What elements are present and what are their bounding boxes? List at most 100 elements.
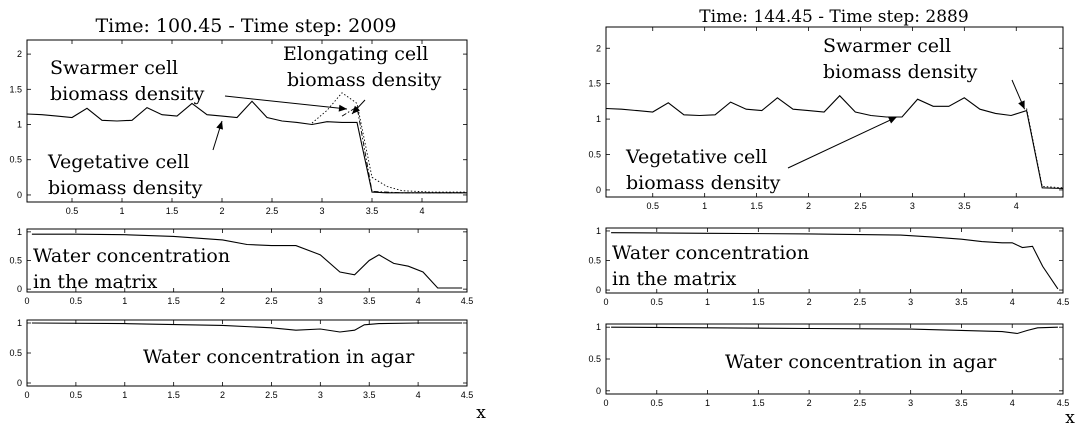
x-tick-label: 2.5	[265, 390, 278, 400]
y-tick-label: 1	[17, 227, 22, 237]
x-tick-label: 2.5	[854, 201, 867, 211]
vegetative-label-line2: biomass density	[48, 177, 203, 199]
x-tick-label: 3.5	[958, 201, 971, 211]
x-tick-label: 1	[119, 206, 124, 216]
y-tick-label: 2	[17, 49, 22, 59]
swarmer-label-line1: Swarmer cell	[50, 57, 178, 79]
y-tick-label: 0	[17, 378, 22, 388]
swarmer-label-line2: biomass density	[50, 83, 205, 105]
x-tick-label: 0	[603, 398, 608, 408]
x-tick-label: 1	[705, 398, 710, 408]
x-tick-label: 0.5	[66, 206, 79, 216]
y-tick-label: 1.5	[9, 84, 22, 94]
y-tick-label: 1	[17, 318, 22, 328]
x-tick-label: 3	[318, 296, 323, 306]
x-tick-label: 4.5	[1057, 297, 1070, 307]
x-tick-label: 3	[908, 398, 913, 408]
swarmer-right-label-line2: biomass density	[823, 61, 978, 83]
x-tick-label: 1	[705, 297, 710, 307]
x-tick-label: 3.5	[363, 390, 376, 400]
x-tick-label: 2.5	[854, 398, 867, 408]
right-x-axis-label: x	[1065, 408, 1075, 426]
x-tick-label: 0	[24, 296, 29, 306]
x-tick-label: 2.5	[854, 297, 867, 307]
x-tick-label: 0.5	[651, 398, 664, 408]
left-x-axis-label: x	[476, 403, 486, 423]
vegetative-right-label-line2: biomass density	[626, 172, 781, 194]
y-tick-label: 0	[17, 284, 22, 294]
x-tick-label: 1.5	[167, 390, 180, 400]
x-tick-label: 3.5	[955, 398, 968, 408]
y-tick-label: 2	[596, 43, 601, 53]
y-tick-label: 0.5	[588, 354, 601, 364]
y-tick-label: 0	[17, 190, 22, 200]
x-tick-label: 1.5	[752, 398, 765, 408]
x-tick-label: 0.5	[70, 390, 83, 400]
x-tick-label: 2	[806, 201, 811, 211]
series-line-solid	[611, 327, 1058, 333]
x-tick-label: 3	[318, 390, 323, 400]
x-tick-label: 4	[416, 296, 421, 306]
swarmer-arrow	[225, 96, 347, 109]
vegetative-right-label-line1: Vegetative cell	[625, 146, 767, 168]
x-tick-label: 0.5	[70, 296, 83, 306]
swarmer-right-label-line1: Swarmer cell	[823, 35, 951, 57]
x-tick-label: 1	[122, 390, 127, 400]
x-tick-label: 1.5	[750, 201, 763, 211]
x-tick-label: 4	[1010, 297, 1015, 307]
swarmer-arrow-head	[339, 105, 347, 112]
water-agar-right-label: Water concentration in agar	[725, 351, 997, 373]
y-tick-label: 1	[596, 226, 601, 236]
water-matrix-label-line1: Water concentration	[33, 245, 230, 267]
x-tick-label: 4	[1010, 398, 1015, 408]
y-tick-label: 0.5	[9, 256, 22, 266]
x-tick-label: 3	[908, 297, 913, 307]
x-tick-label: 3	[910, 201, 915, 211]
y-tick-label: 0.5	[9, 348, 22, 358]
y-tick-label: 0.5	[588, 256, 601, 266]
x-tick-label: 3	[319, 206, 324, 216]
y-tick-label: 1	[17, 120, 22, 130]
x-tick-label: 4.5	[461, 390, 474, 400]
series-line-solid	[32, 323, 462, 332]
x-tick-label: 4	[416, 390, 421, 400]
vegetative-label-line1: Vegetative cell	[47, 151, 189, 173]
x-tick-label: 1.5	[166, 206, 179, 216]
right-title: Time: 144.45 - Time step: 2889	[699, 7, 968, 27]
y-tick-label: 1	[596, 114, 601, 124]
vegetative-right-arrow	[788, 117, 897, 168]
left-title: Time: 100.45 - Time step: 2009	[95, 15, 396, 37]
x-tick-label: 2	[807, 398, 812, 408]
y-tick-label: 0.5	[588, 150, 601, 160]
x-tick-label: 3.5	[363, 296, 376, 306]
x-tick-label: 2.5	[266, 206, 279, 216]
x-tick-label: 2	[219, 206, 224, 216]
y-tick-label: 0	[596, 285, 601, 295]
x-tick-label: 3.5	[366, 206, 379, 216]
x-tick-label: 1.5	[752, 297, 765, 307]
x-tick-label: 2	[220, 296, 225, 306]
elongating-label-line2: biomass density	[287, 69, 442, 91]
x-tick-label: 1	[702, 201, 707, 211]
water-matrix-label-line2: in the matrix	[33, 271, 158, 293]
x-tick-label: 1.5	[167, 296, 180, 306]
water-agar-label: Water concentration in agar	[143, 346, 415, 368]
x-tick-label: 0.5	[646, 201, 659, 211]
x-tick-label: 2.5	[265, 296, 278, 306]
x-tick-label: 4.5	[1057, 398, 1070, 408]
x-tick-label: 4	[1014, 201, 1019, 211]
right-water-matrix-panel: 0 0.5 1 1.5 2 2.5 3 3.5 4 4.5 0 0.5 1	[588, 226, 1069, 307]
vegetative-arrow-head	[216, 121, 223, 130]
series-line-dotted	[1027, 109, 1063, 188]
x-tick-label: 4	[419, 206, 424, 216]
x-tick-label: 3.5	[955, 297, 968, 307]
water-matrix-right-label-line2: in the matrix	[612, 268, 737, 290]
x-tick-label: 2	[807, 297, 812, 307]
water-matrix-right-label-line1: Water concentration	[612, 242, 809, 264]
annotation-arrows	[213, 80, 1025, 168]
x-tick-label: 0.5	[651, 297, 664, 307]
y-tick-label: 0	[596, 185, 601, 195]
x-tick-label: 4.5	[461, 296, 474, 306]
y-tick-label: 0	[596, 386, 601, 396]
